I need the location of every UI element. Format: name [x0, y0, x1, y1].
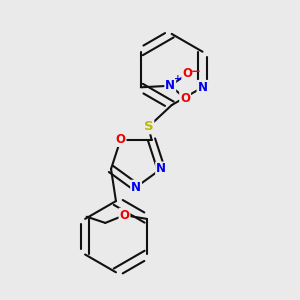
Text: N: N — [156, 163, 166, 176]
Text: N: N — [197, 81, 208, 94]
Text: O: O — [182, 68, 192, 80]
Text: +: + — [174, 74, 182, 83]
Text: −: − — [191, 65, 201, 78]
Text: N: N — [131, 181, 141, 194]
Text: O: O — [116, 133, 126, 146]
Text: S: S — [144, 120, 153, 133]
Text: O: O — [180, 92, 190, 105]
Text: N: N — [165, 79, 175, 92]
Text: O: O — [119, 209, 130, 222]
